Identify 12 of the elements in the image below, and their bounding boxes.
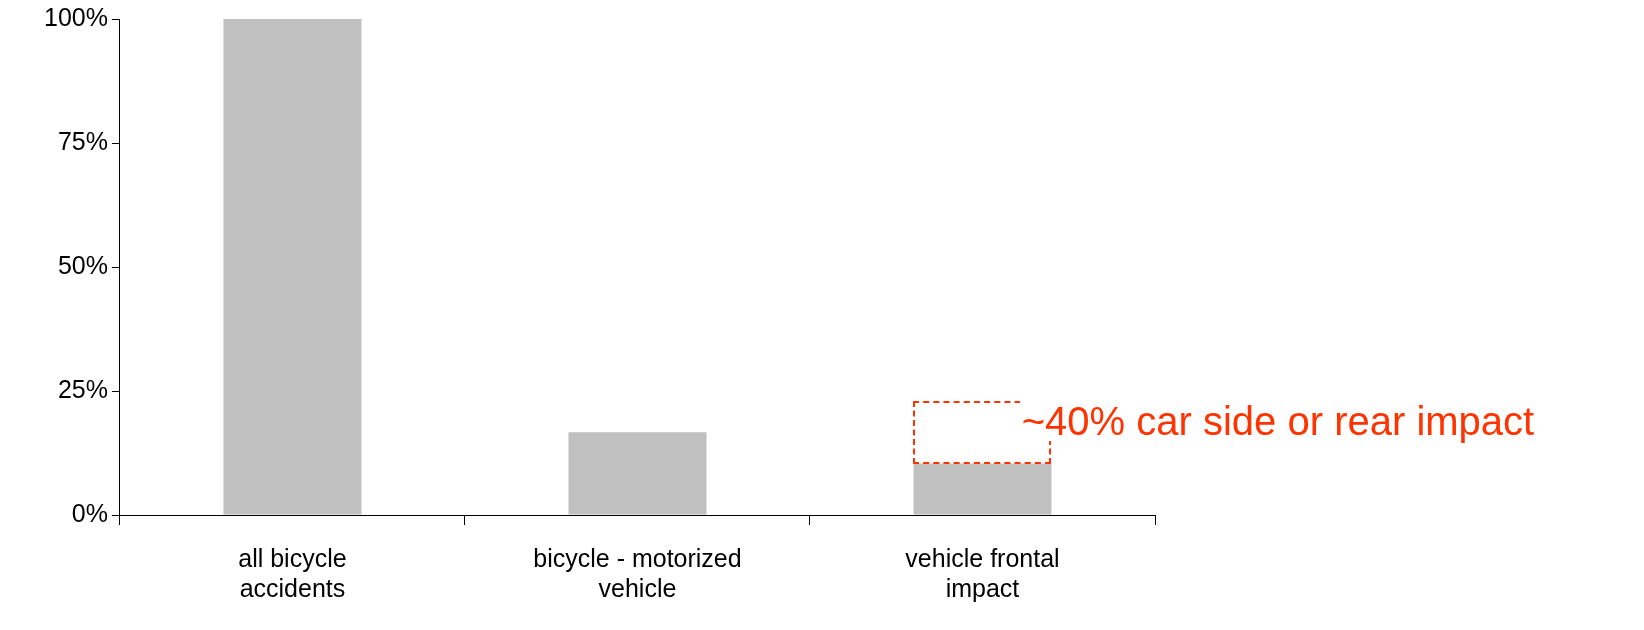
y-tick-label: 25% (57, 374, 108, 403)
y-tick-label: 50% (57, 250, 108, 279)
x-tick-label: vehicle frontal impact (905, 543, 1060, 602)
bar (913, 463, 1052, 515)
y-tick-label: 100% (43, 2, 108, 31)
annotation: ~40% car side or rear impact (1019, 399, 1537, 444)
y-tick-label: 75% (57, 126, 108, 155)
x-tick-label: all bicycle accidents (238, 543, 347, 602)
bar (568, 432, 707, 515)
bar (223, 19, 362, 515)
x-tick-label: bicycle - motorized vehicle (533, 543, 742, 602)
y-tick-label: 0% (71, 498, 108, 527)
